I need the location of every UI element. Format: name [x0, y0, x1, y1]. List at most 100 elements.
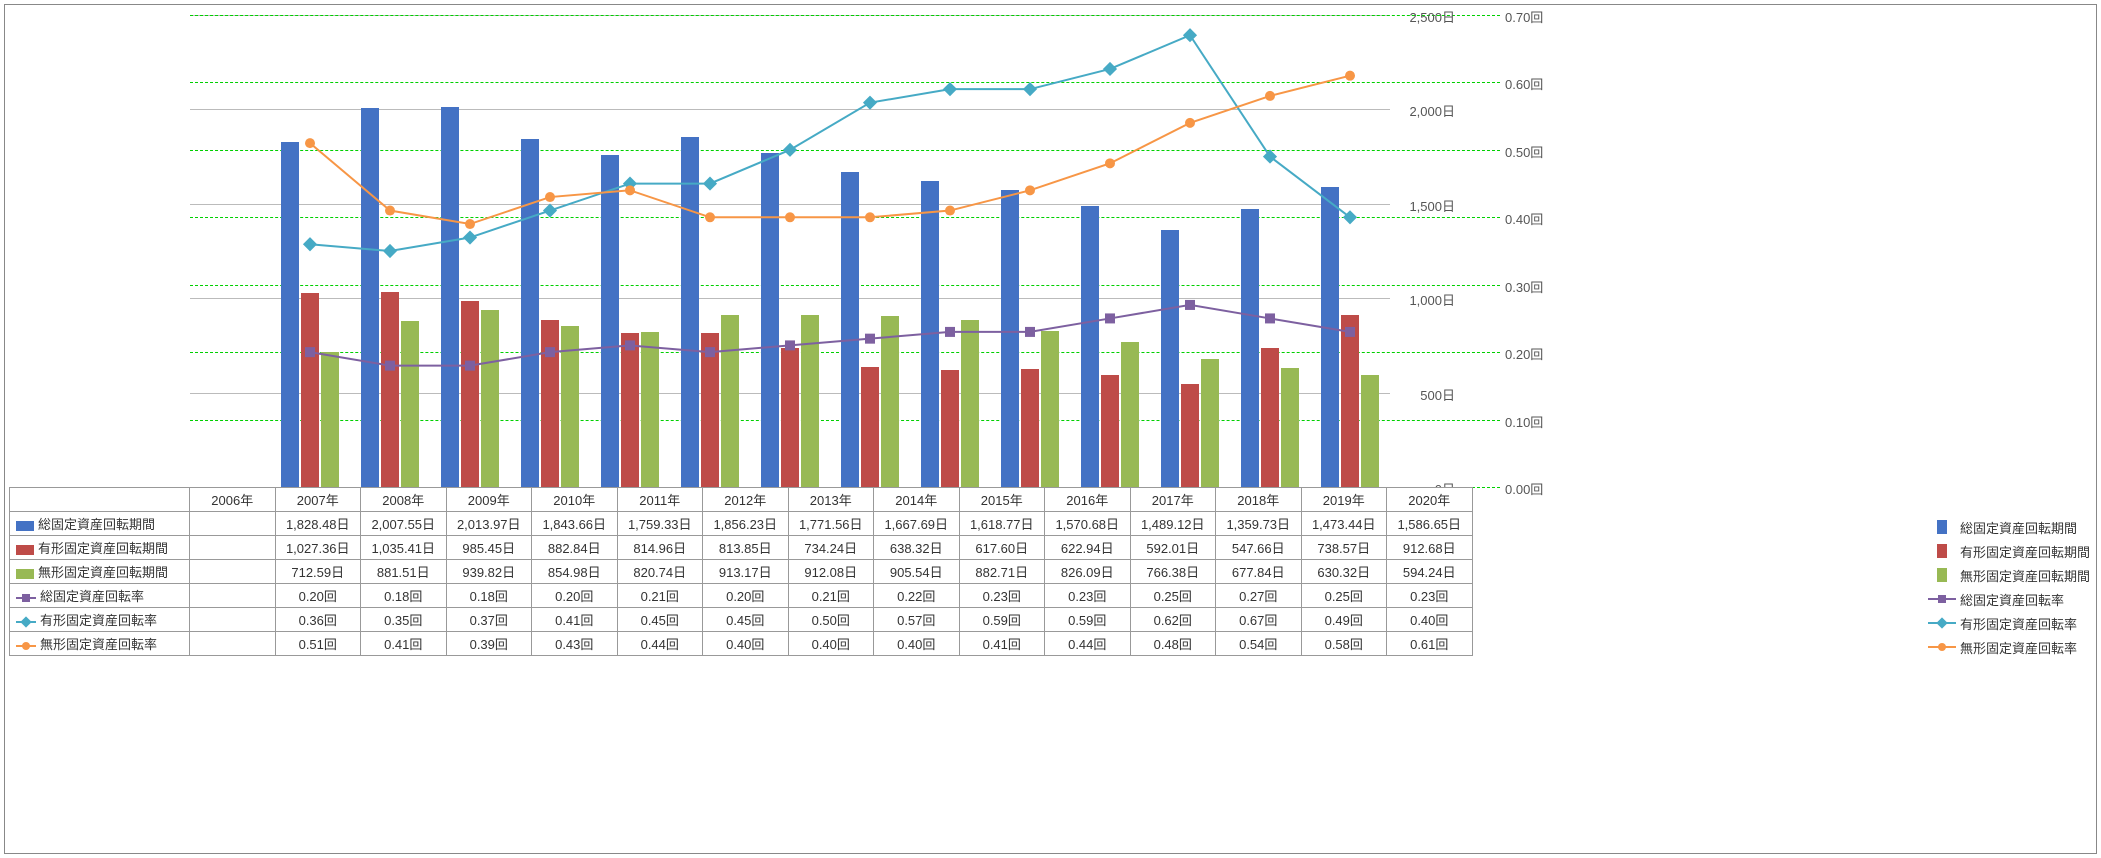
- cell-total_period: 2,013.97日: [446, 512, 532, 536]
- bar-intangible_period: [481, 310, 499, 487]
- cell-tangible_rate: 0.49回: [1301, 608, 1387, 632]
- cell-tangible_period: 617.60日: [959, 536, 1045, 560]
- right-axis-tick: 0.70回: [1505, 7, 1565, 26]
- data-table: 2006年2007年2008年2009年2010年2011年2012年2013年…: [9, 487, 1473, 656]
- cell-intangible_rate: 0.39回: [446, 632, 532, 656]
- cell-tangible_rate: 0.37回: [446, 608, 532, 632]
- bar-tangible_period: [781, 348, 799, 487]
- cell-total_period: 2,007.55日: [361, 512, 447, 536]
- cell-intangible_rate: 0.40回: [874, 632, 960, 656]
- cell-tangible_period: 622.94日: [1045, 536, 1131, 560]
- cell-intangible_period: 882.71日: [959, 560, 1045, 584]
- bar-total_period: [681, 137, 699, 487]
- bar-intangible_period: [561, 326, 579, 487]
- bar-intangible_period: [1281, 368, 1299, 487]
- cell-total_period: 1,856.23日: [703, 512, 789, 536]
- bar-tangible_period: [301, 293, 319, 487]
- cell-tangible_rate: 0.35回: [361, 608, 447, 632]
- cell-total_rate: [190, 584, 276, 608]
- bar-total_period: [1241, 209, 1259, 487]
- cell-total_rate: 0.22回: [874, 584, 960, 608]
- cell-total_period: 1,489.12日: [1130, 512, 1216, 536]
- cell-tangible_period: 592.01日: [1130, 536, 1216, 560]
- bar-tangible_period: [861, 367, 879, 488]
- left-axis-tick: 1,000日: [1395, 290, 1455, 309]
- year-header: 2006年: [190, 488, 276, 512]
- cell-intangible_period: 826.09日: [1045, 560, 1131, 584]
- cell-intangible_rate: 0.41回: [361, 632, 447, 656]
- legend-item-tangible_period: 有形固定資産回転期間: [1928, 539, 2090, 563]
- cell-total_rate: 0.20回: [532, 584, 618, 608]
- bar-intangible_period: [641, 332, 659, 487]
- cell-tangible_period: 638.32日: [874, 536, 960, 560]
- year-header: 2015年: [959, 488, 1045, 512]
- cell-tangible_period: 814.96日: [617, 536, 703, 560]
- bar-total_period: [1161, 230, 1179, 487]
- legend-label: 無形固定資産回転率: [1960, 638, 2077, 657]
- cell-intangible_rate: 0.54回: [1216, 632, 1302, 656]
- bar-total_period: [361, 108, 379, 487]
- year-header: 2011年: [617, 488, 703, 512]
- bar-tangible_period: [1261, 348, 1279, 487]
- legend-item-intangible_period: 無形固定資産回転期間: [1928, 563, 2090, 587]
- year-header: 2013年: [788, 488, 874, 512]
- cell-intangible_period: 677.84日: [1216, 560, 1302, 584]
- left-axis-tick: 2,500日: [1395, 7, 1455, 26]
- cell-tangible_period: 985.45日: [446, 536, 532, 560]
- bar-tangible_period: [941, 370, 959, 487]
- bar-intangible_period: [801, 315, 819, 487]
- cell-intangible_period: 854.98日: [532, 560, 618, 584]
- cell-intangible_rate: 0.41回: [959, 632, 1045, 656]
- bar-tangible_period: [541, 320, 559, 487]
- right-axis-tick: 0.60回: [1505, 74, 1565, 93]
- cell-total_rate: 0.25回: [1130, 584, 1216, 608]
- cell-tangible_period: 1,035.41日: [361, 536, 447, 560]
- series-label-total_rate: 総固定資産回転率: [10, 584, 190, 608]
- cell-tangible_period: 547.66日: [1216, 536, 1302, 560]
- cell-total_rate: 0.23回: [959, 584, 1045, 608]
- bar-tangible_period: [1101, 375, 1119, 487]
- cell-total_rate: 0.23回: [1045, 584, 1131, 608]
- bar-tangible_period: [1341, 315, 1359, 487]
- cell-tangible_rate: 0.62回: [1130, 608, 1216, 632]
- bar-total_period: [1081, 206, 1099, 487]
- legend: 総固定資産回転期間有形固定資産回転期間無形固定資産回転期間総固定資産回転率有形固…: [1928, 515, 2090, 659]
- cell-total_rate: 0.18回: [361, 584, 447, 608]
- cell-total_period: 1,667.69日: [874, 512, 960, 536]
- bar-tangible_period: [701, 333, 719, 487]
- bar-intangible_period: [1041, 331, 1059, 487]
- cell-intangible_rate: 0.40回: [703, 632, 789, 656]
- year-header: 2017年: [1130, 488, 1216, 512]
- series-label-tangible_rate: 有形固定資産回転率: [10, 608, 190, 632]
- cell-tangible_rate: 0.41回: [532, 608, 618, 632]
- cell-intangible_rate: 0.44回: [1045, 632, 1131, 656]
- bar-intangible_period: [961, 320, 979, 487]
- cell-intangible_rate: 0.43回: [532, 632, 618, 656]
- bar-tangible_period: [461, 301, 479, 487]
- cell-total_rate: 0.25回: [1301, 584, 1387, 608]
- bar-total_period: [1321, 187, 1339, 487]
- cell-tangible_period: 882.84日: [532, 536, 618, 560]
- cell-tangible_rate: 0.40回: [1387, 608, 1473, 632]
- bar-plot-area: [190, 15, 1390, 487]
- cell-tangible_rate: 0.50回: [788, 608, 874, 632]
- legend-item-total_rate: 総固定資産回転率: [1928, 587, 2090, 611]
- bar-total_period: [1001, 190, 1019, 487]
- cell-total_period: 1,586.65日: [1387, 512, 1473, 536]
- bar-intangible_period: [1201, 359, 1219, 487]
- right-axis-tick: 0.40回: [1505, 209, 1565, 228]
- bar-total_period: [921, 181, 939, 487]
- cell-total_period: 1,843.66日: [532, 512, 618, 536]
- cell-intangible_period: 881.51日: [361, 560, 447, 584]
- year-header: 2018年: [1216, 488, 1302, 512]
- year-header: 2019年: [1301, 488, 1387, 512]
- cell-tangible_rate: 0.59回: [959, 608, 1045, 632]
- bar-intangible_period: [721, 315, 739, 487]
- cell-tangible_period: 738.57日: [1301, 536, 1387, 560]
- cell-total_period: 1,828.48日: [275, 512, 361, 536]
- cell-total_rate: 0.27回: [1216, 584, 1302, 608]
- cell-intangible_rate: 0.44回: [617, 632, 703, 656]
- cell-total_period: 1,359.73日: [1216, 512, 1302, 536]
- right-axis-tick: 0.50回: [1505, 142, 1565, 161]
- cell-total_period: 1,473.44日: [1301, 512, 1387, 536]
